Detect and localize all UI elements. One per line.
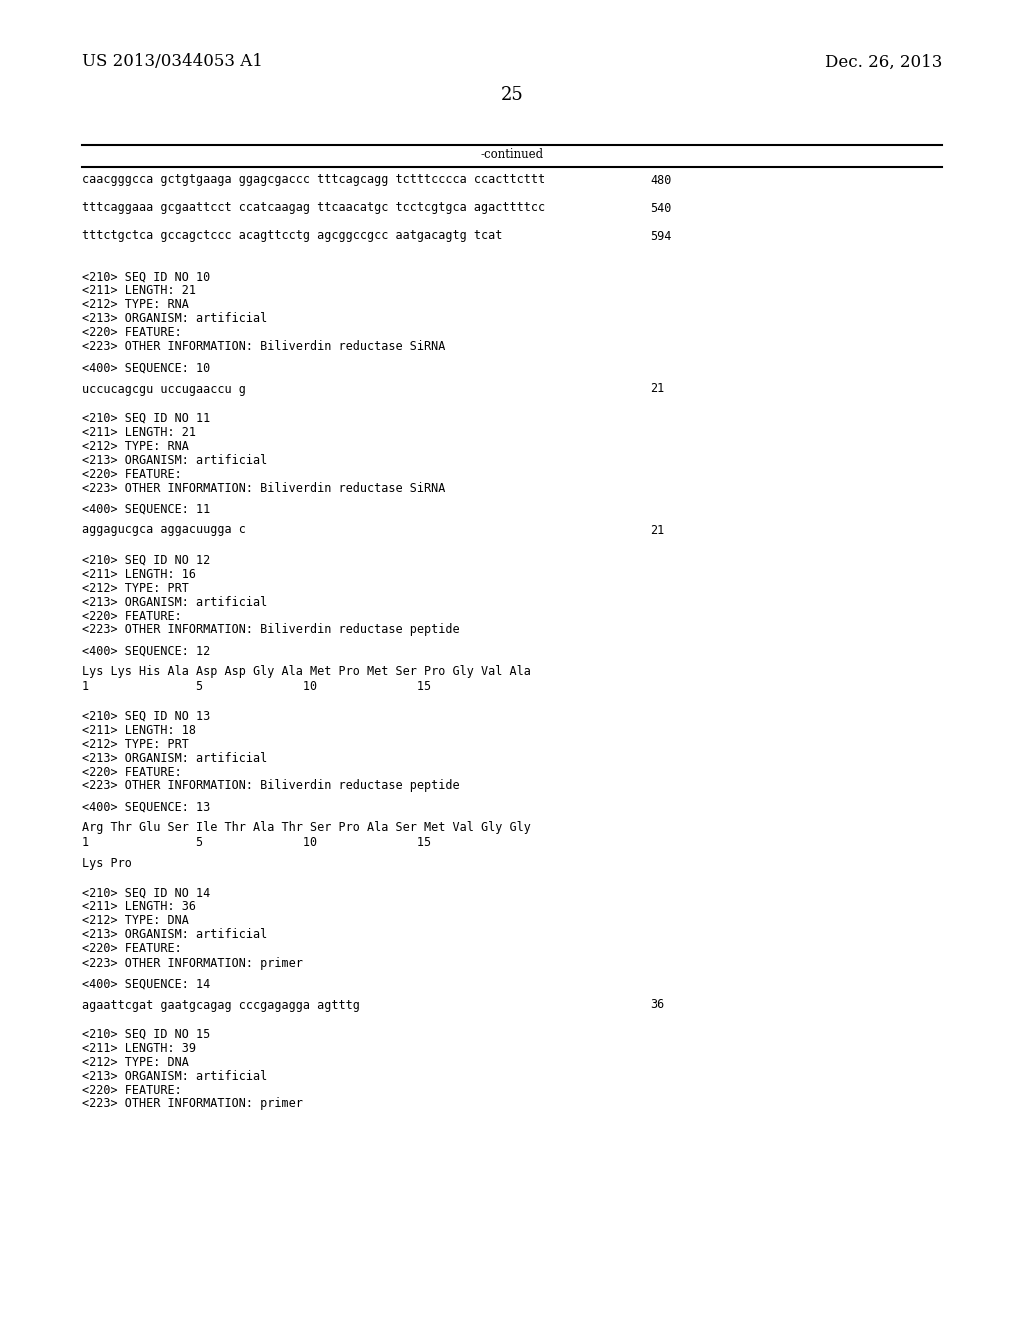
Text: <400> SEQUENCE: 10: <400> SEQUENCE: 10 bbox=[82, 362, 210, 375]
Text: Lys Lys His Ala Asp Asp Gly Ala Met Pro Met Ser Pro Gly Val Ala: Lys Lys His Ala Asp Asp Gly Ala Met Pro … bbox=[82, 665, 530, 678]
Text: <213> ORGANISM: artificial: <213> ORGANISM: artificial bbox=[82, 751, 267, 764]
Text: <211> LENGTH: 18: <211> LENGTH: 18 bbox=[82, 723, 196, 737]
Text: <213> ORGANISM: artificial: <213> ORGANISM: artificial bbox=[82, 1069, 267, 1082]
Text: <211> LENGTH: 39: <211> LENGTH: 39 bbox=[82, 1041, 196, 1055]
Text: Arg Thr Glu Ser Ile Thr Ala Thr Ser Pro Ala Ser Met Val Gly Gly: Arg Thr Glu Ser Ile Thr Ala Thr Ser Pro … bbox=[82, 821, 530, 834]
Text: <220> FEATURE:: <220> FEATURE: bbox=[82, 766, 181, 779]
Text: <400> SEQUENCE: 13: <400> SEQUENCE: 13 bbox=[82, 800, 210, 813]
Text: US 2013/0344053 A1: US 2013/0344053 A1 bbox=[82, 54, 263, 70]
Text: <212> TYPE: DNA: <212> TYPE: DNA bbox=[82, 915, 188, 928]
Text: <223> OTHER INFORMATION: Biliverdin reductase peptide: <223> OTHER INFORMATION: Biliverdin redu… bbox=[82, 623, 460, 636]
Text: <210> SEQ ID NO 12: <210> SEQ ID NO 12 bbox=[82, 553, 210, 566]
Text: <213> ORGANISM: artificial: <213> ORGANISM: artificial bbox=[82, 313, 267, 326]
Text: <211> LENGTH: 21: <211> LENGTH: 21 bbox=[82, 285, 196, 297]
Text: <210> SEQ ID NO 14: <210> SEQ ID NO 14 bbox=[82, 887, 210, 899]
Text: -continued: -continued bbox=[480, 149, 544, 161]
Text: Lys Pro: Lys Pro bbox=[82, 857, 132, 870]
Text: <223> OTHER INFORMATION: primer: <223> OTHER INFORMATION: primer bbox=[82, 957, 303, 969]
Text: 36: 36 bbox=[650, 998, 665, 1011]
Text: <212> TYPE: PRT: <212> TYPE: PRT bbox=[82, 738, 188, 751]
Text: Dec. 26, 2013: Dec. 26, 2013 bbox=[824, 54, 942, 70]
Text: <211> LENGTH: 36: <211> LENGTH: 36 bbox=[82, 900, 196, 913]
Text: <223> OTHER INFORMATION: Biliverdin reductase peptide: <223> OTHER INFORMATION: Biliverdin redu… bbox=[82, 780, 460, 792]
Text: <213> ORGANISM: artificial: <213> ORGANISM: artificial bbox=[82, 454, 267, 466]
Text: <211> LENGTH: 21: <211> LENGTH: 21 bbox=[82, 425, 196, 438]
Text: 1               5              10              15: 1 5 10 15 bbox=[82, 680, 431, 693]
Text: 21: 21 bbox=[650, 383, 665, 396]
Text: <223> OTHER INFORMATION: Biliverdin reductase SiRNA: <223> OTHER INFORMATION: Biliverdin redu… bbox=[82, 482, 445, 495]
Text: 540: 540 bbox=[650, 202, 672, 214]
Text: <210> SEQ ID NO 10: <210> SEQ ID NO 10 bbox=[82, 271, 210, 284]
Text: <220> FEATURE:: <220> FEATURE: bbox=[82, 1084, 181, 1097]
Text: <210> SEQ ID NO 11: <210> SEQ ID NO 11 bbox=[82, 412, 210, 425]
Text: <212> TYPE: DNA: <212> TYPE: DNA bbox=[82, 1056, 188, 1068]
Text: <212> TYPE: PRT: <212> TYPE: PRT bbox=[82, 582, 188, 594]
Text: <223> OTHER INFORMATION: primer: <223> OTHER INFORMATION: primer bbox=[82, 1097, 303, 1110]
Text: <400> SEQUENCE: 14: <400> SEQUENCE: 14 bbox=[82, 978, 210, 990]
Text: 1               5              10              15: 1 5 10 15 bbox=[82, 836, 431, 849]
Text: 25: 25 bbox=[501, 86, 523, 104]
Text: <220> FEATURE:: <220> FEATURE: bbox=[82, 942, 181, 956]
Text: <210> SEQ ID NO 15: <210> SEQ ID NO 15 bbox=[82, 1027, 210, 1040]
Text: <220> FEATURE:: <220> FEATURE: bbox=[82, 467, 181, 480]
Text: aggagucgca aggacuugga c: aggagucgca aggacuugga c bbox=[82, 524, 246, 536]
Text: 594: 594 bbox=[650, 230, 672, 243]
Text: <212> TYPE: RNA: <212> TYPE: RNA bbox=[82, 298, 188, 312]
Text: agaattcgat gaatgcagag cccgagagga agtttg: agaattcgat gaatgcagag cccgagagga agtttg bbox=[82, 998, 359, 1011]
Text: caacgggcca gctgtgaaga ggagcgaccc tttcagcagg tctttcccca ccacttcttt: caacgggcca gctgtgaaga ggagcgaccc tttcagc… bbox=[82, 173, 545, 186]
Text: <400> SEQUENCE: 12: <400> SEQUENCE: 12 bbox=[82, 644, 210, 657]
Text: tttctgctca gccagctccc acagttcctg agcggccgcc aatgacagtg tcat: tttctgctca gccagctccc acagttcctg agcggcc… bbox=[82, 230, 503, 243]
Text: <213> ORGANISM: artificial: <213> ORGANISM: artificial bbox=[82, 928, 267, 941]
Text: <212> TYPE: RNA: <212> TYPE: RNA bbox=[82, 440, 188, 453]
Text: <213> ORGANISM: artificial: <213> ORGANISM: artificial bbox=[82, 595, 267, 609]
Text: 21: 21 bbox=[650, 524, 665, 536]
Text: <223> OTHER INFORMATION: Biliverdin reductase SiRNA: <223> OTHER INFORMATION: Biliverdin redu… bbox=[82, 341, 445, 354]
Text: uccucagcgu uccugaaccu g: uccucagcgu uccugaaccu g bbox=[82, 383, 246, 396]
Text: <400> SEQUENCE: 11: <400> SEQUENCE: 11 bbox=[82, 503, 210, 516]
Text: <220> FEATURE:: <220> FEATURE: bbox=[82, 326, 181, 339]
Text: <211> LENGTH: 16: <211> LENGTH: 16 bbox=[82, 568, 196, 581]
Text: <220> FEATURE:: <220> FEATURE: bbox=[82, 610, 181, 623]
Text: <210> SEQ ID NO 13: <210> SEQ ID NO 13 bbox=[82, 710, 210, 722]
Text: 480: 480 bbox=[650, 173, 672, 186]
Text: tttcaggaaa gcgaattcct ccatcaagag ttcaacatgc tcctcgtgca agacttttcc: tttcaggaaa gcgaattcct ccatcaagag ttcaaca… bbox=[82, 202, 545, 214]
